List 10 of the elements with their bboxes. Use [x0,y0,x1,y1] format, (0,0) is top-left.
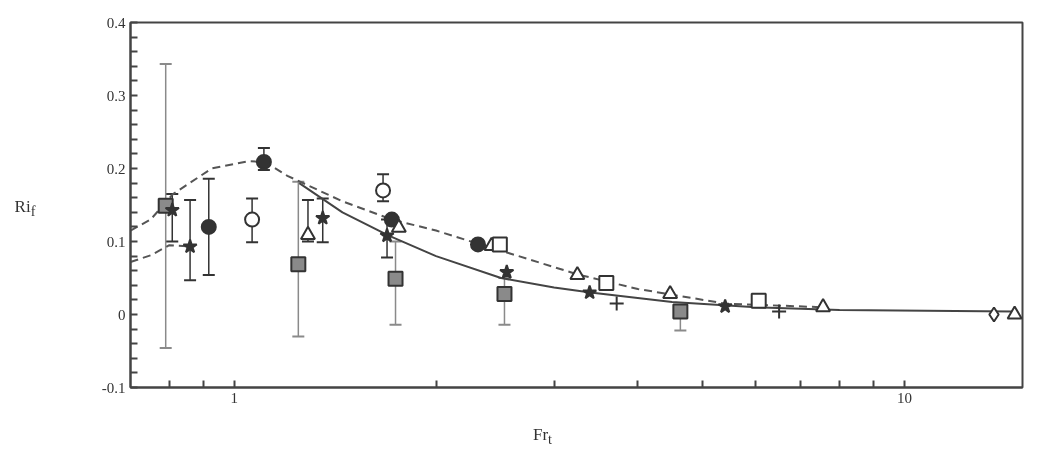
y-axis-title: Ri$_{f}$ [14,196,36,222]
y-tick-label: 0.4 [106,14,126,31]
x-axis-title: Fr$_{t}$ [532,424,553,450]
x-tick-label: 1 [230,389,239,406]
y-tick-label: 0.3 [106,87,126,104]
y-tick-label: 0.1 [106,233,126,250]
y-tick-label: 0.2 [106,160,126,177]
y-tick-label: -0.1 [101,379,126,396]
y-tick-label: 0 [118,306,126,323]
x-tick-label: 10 [896,389,912,406]
